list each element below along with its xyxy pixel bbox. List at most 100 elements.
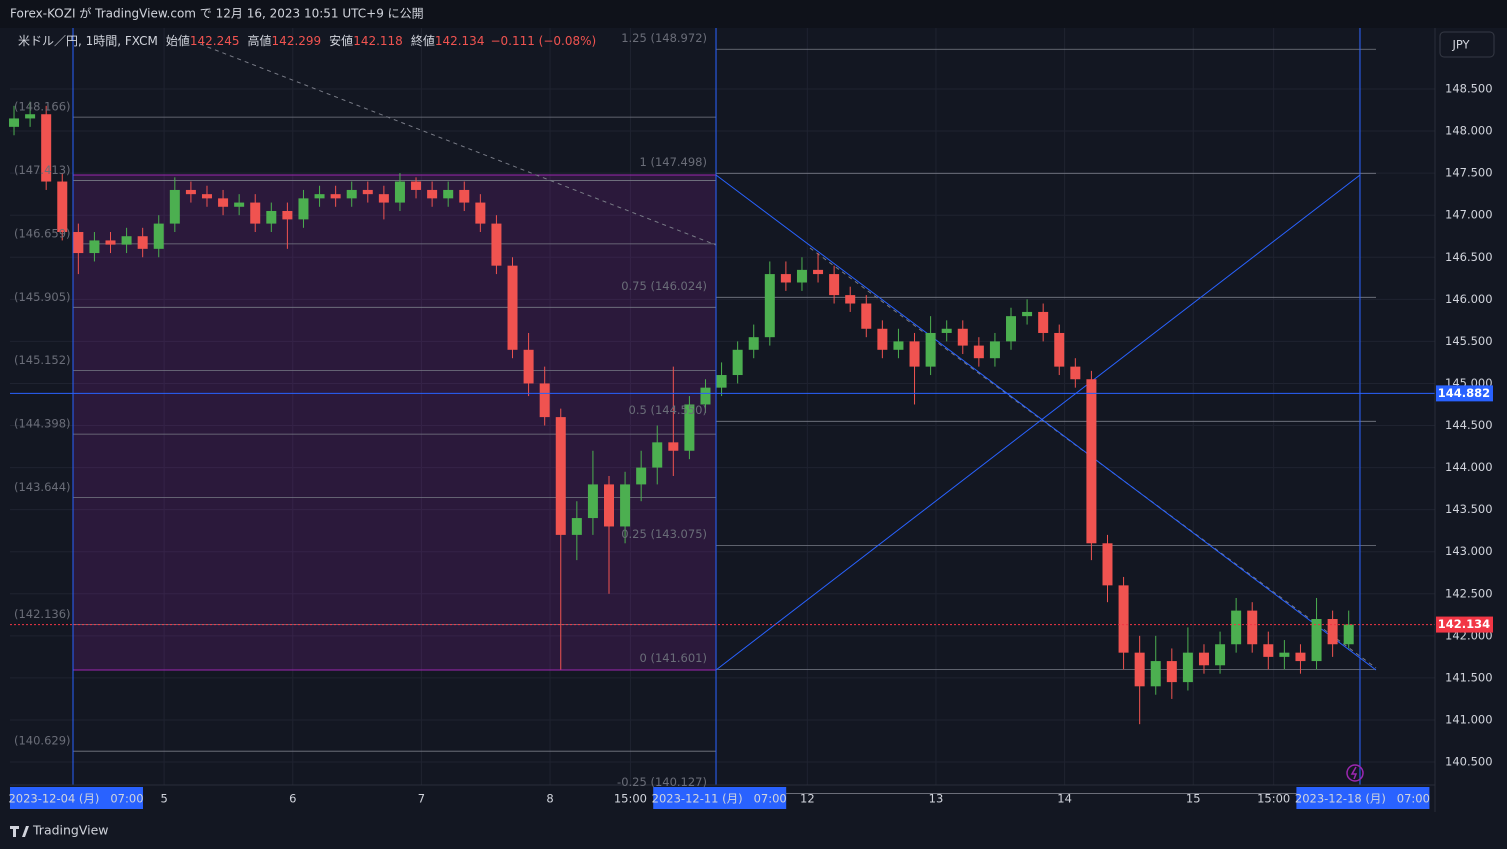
x-tick-label: 2023-12-18 (月) 07:00 (1295, 792, 1430, 806)
candle-body (378, 194, 389, 203)
candle-body (989, 341, 1000, 359)
x-tick-label: 2023-12-04 (月) 07:00 (8, 792, 143, 806)
fib-level-label: 0.5 (144.550) (629, 403, 707, 417)
fib-level-label: (142.136) (14, 607, 71, 621)
candle-body (362, 189, 373, 195)
x-tick-label: 15:00 (1257, 792, 1290, 806)
legend-item: 142.134 (435, 34, 485, 48)
candle-body (716, 375, 727, 388)
diagonal-line (715, 174, 1377, 671)
candle-body (861, 303, 872, 329)
candle-body (925, 332, 936, 367)
x-tick-label: 2023-12-11 (月) 07:00 (652, 792, 787, 806)
candle-body (234, 202, 245, 207)
fib-level-label: (144.398) (14, 417, 71, 431)
candle-body (201, 194, 212, 199)
y-tick-label: 144.500 (1445, 418, 1493, 432)
x-tick-label: 12 (800, 792, 815, 806)
candle-body (732, 349, 743, 376)
candle-body (1166, 661, 1177, 683)
brand-logo (10, 826, 29, 837)
y-tick-label: 141.500 (1445, 670, 1493, 684)
candle-body (57, 181, 68, 233)
y-tick-label: 140.500 (1445, 755, 1493, 769)
candle-body (652, 442, 663, 468)
candle-body (1311, 619, 1322, 662)
legend-item: −0.111 (−0.08%) (490, 34, 596, 48)
x-tick-label: 6 (289, 792, 296, 806)
fib-level-label: (148.166) (14, 100, 71, 114)
y-tick-label: 146.000 (1445, 292, 1493, 306)
y-tick-label: 148.500 (1445, 81, 1493, 95)
candle-body (346, 189, 357, 199)
legend-item: 安値 (329, 33, 353, 48)
candle-body (1118, 585, 1129, 653)
candle-body (555, 417, 566, 535)
candle-body (105, 240, 116, 245)
legend-item: 高値 (248, 33, 272, 48)
candle-body (153, 223, 164, 249)
candle-body (41, 114, 52, 182)
candle-body (909, 341, 920, 367)
price-badge (1436, 616, 1493, 633)
x-tick-highlight (653, 787, 787, 809)
fib-level-label: (147.413) (14, 163, 71, 177)
candle-body (1231, 610, 1242, 645)
candle-body (250, 202, 261, 224)
y-tick-label: 148.000 (1445, 124, 1493, 138)
candle-body (137, 236, 148, 249)
x-tick-label: 7 (418, 792, 425, 806)
candle-body (780, 274, 791, 283)
candle-body (218, 198, 229, 207)
candle-body (427, 189, 438, 199)
candle-body (957, 328, 968, 346)
x-tick-label: 8 (546, 792, 553, 806)
candle-body (298, 198, 309, 220)
alert-icon-bolt (1350, 766, 1358, 780)
footer (0, 812, 1507, 849)
candle-body (1279, 652, 1290, 657)
candle-body (1295, 652, 1306, 662)
candle-body (636, 467, 647, 485)
candle-body (1343, 624, 1354, 645)
fib-level-label: 1.25 (148.972) (621, 31, 707, 45)
price-badge-label: 142.134 (1438, 617, 1490, 631)
y-tick-label: 146.500 (1445, 250, 1493, 264)
legend-item: 米ドル／円, 1時間, FXCM (18, 34, 158, 48)
candle-body (1054, 332, 1065, 367)
candle-body (539, 383, 550, 418)
fib-level-label: -0.25 (140.127) (617, 775, 707, 789)
x-tick-highlight (1296, 787, 1430, 809)
x-tick-label: 5 (160, 792, 167, 806)
candle-body (1070, 366, 1081, 380)
y-tick-label: 144.000 (1445, 460, 1493, 474)
fib-level-label: (146.659) (14, 226, 71, 240)
candle-body (1022, 311, 1033, 317)
candle-body (1263, 644, 1274, 657)
candle-body (845, 295, 856, 304)
published-note: Forex-KOZI が TradingView.com で 12月 16, 2… (10, 6, 424, 21)
currency-button[interactable] (1439, 31, 1495, 58)
candle-body (330, 194, 341, 199)
plot-area (9, 28, 1435, 794)
candle-body (1215, 644, 1226, 666)
candle-body (668, 442, 679, 451)
x-tick-label: 14 (1057, 792, 1072, 806)
fib-level-label: (140.629) (14, 734, 71, 748)
fib-zone (73, 175, 716, 670)
price-badge (1436, 385, 1493, 402)
candle-body (443, 189, 454, 199)
candle-body (748, 337, 759, 350)
candle-body (1247, 610, 1258, 645)
top-bar (0, 0, 1507, 28)
y-tick-label: 147.500 (1445, 166, 1493, 180)
fib-level-label: 0.25 (143.075) (621, 527, 707, 541)
candle-body (491, 223, 502, 266)
candle-body (1086, 379, 1097, 544)
fib-level-label: 1 (147.498) (639, 155, 707, 169)
legend-item: 142.245 (190, 34, 240, 48)
alert-icon[interactable] (1346, 764, 1364, 782)
y-tick-label: 143.000 (1445, 544, 1493, 558)
candle-body (459, 189, 470, 203)
